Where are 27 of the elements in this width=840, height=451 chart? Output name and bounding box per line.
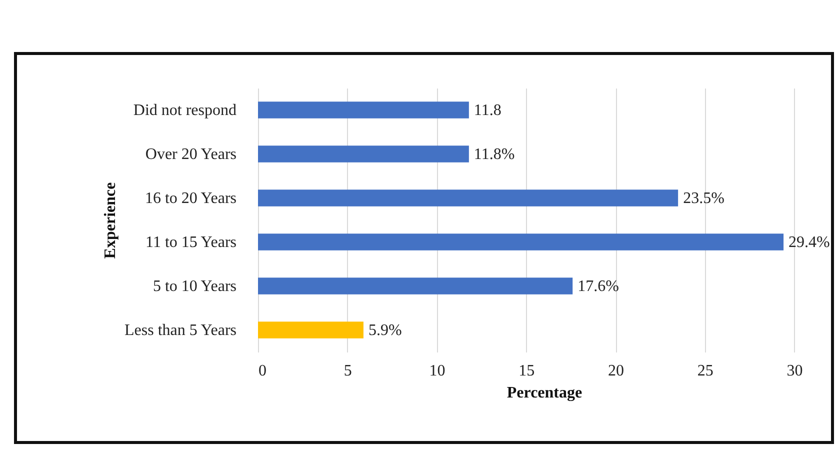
bar (258, 278, 573, 294)
x-tick-label: 30 (786, 362, 803, 380)
x-tick-label: 25 (697, 362, 714, 380)
y-tick-label: 11 to 15 Years (146, 234, 236, 251)
x-tick-label: 0 (258, 362, 266, 380)
bar (258, 190, 678, 206)
data-label: 11.8 (474, 102, 502, 119)
y-tick-label: Over 20 Years (145, 146, 236, 163)
y-tick-label: Less than 5 Years (124, 322, 236, 339)
x-tick-label: 10 (429, 362, 446, 380)
y-tick-label: 16 to 20 Years (144, 190, 236, 207)
bar (258, 102, 469, 118)
x-axis-title: Percentage (506, 384, 582, 402)
y-tick-label: Did not respond (133, 102, 236, 119)
x-tick-label: 20 (608, 362, 624, 380)
y-axis-title: Experience (102, 182, 119, 259)
data-label: 11.8% (474, 146, 515, 163)
x-tick-label: 15 (518, 362, 535, 380)
data-label: 17.6% (578, 278, 619, 295)
bar (258, 322, 364, 338)
bar (258, 234, 784, 250)
data-label: 29.4% (788, 234, 830, 251)
bar (258, 146, 469, 162)
data-label: 23.5% (683, 190, 724, 207)
y-tick-label: 5 to 10 Years (152, 278, 236, 295)
data-label: 5.9% (368, 322, 402, 339)
x-tick-label: 5 (344, 362, 352, 380)
